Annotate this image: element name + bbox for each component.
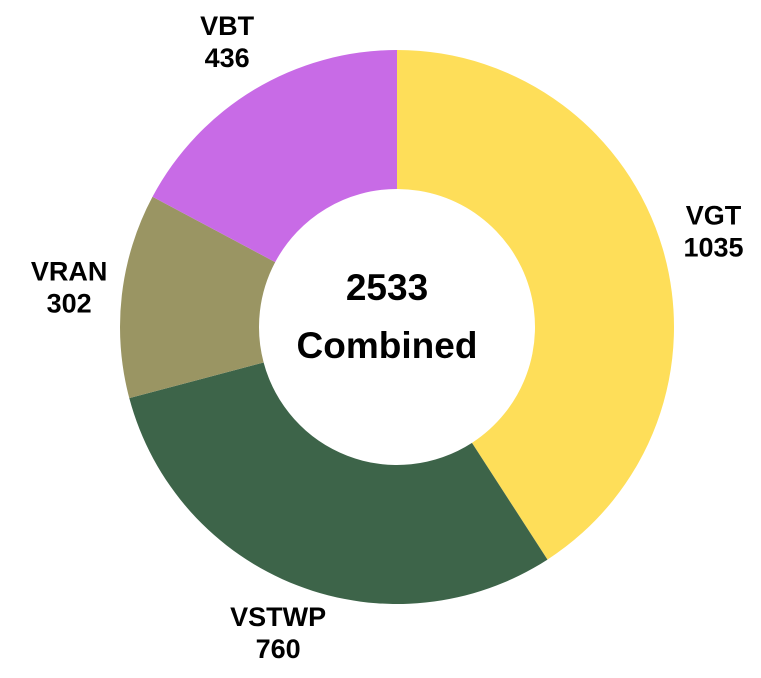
center-label: Combined — [297, 325, 478, 366]
segment-value: 760 — [256, 634, 301, 664]
segment-name: VSTWP — [230, 602, 326, 632]
segment-value: 302 — [47, 288, 92, 318]
segment-name: VRAN — [31, 256, 108, 286]
donut-segment — [120, 196, 276, 399]
segment-value: 436 — [205, 43, 250, 73]
segment-name: VGT — [686, 201, 742, 231]
donut-segment — [397, 50, 674, 560]
center-value: 2533 — [346, 267, 428, 308]
segment-value: 1035 — [683, 233, 743, 263]
donut-segment — [129, 362, 548, 604]
segment-name: VBT — [200, 11, 255, 41]
donut-segment — [152, 49, 397, 263]
